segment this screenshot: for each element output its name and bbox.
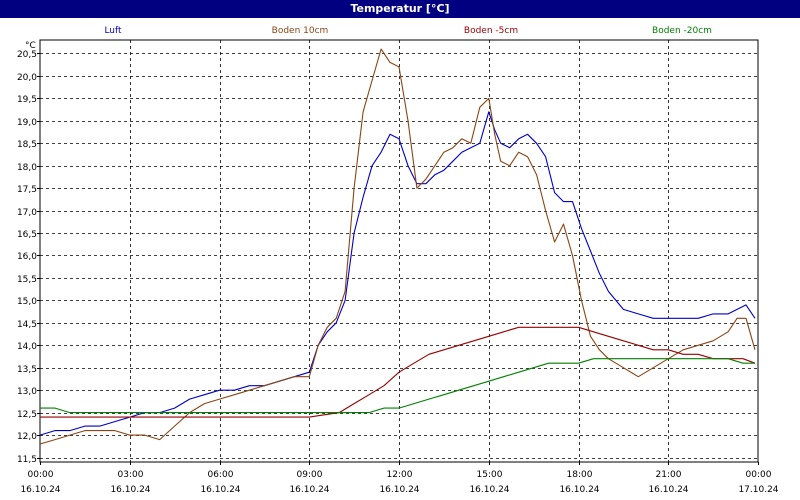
y-tick-label: 19,5 <box>17 95 37 105</box>
y-tick-label: 13,5 <box>17 365 37 375</box>
x-tick-time: 00:00 <box>746 470 772 480</box>
x-tick-time: 18:00 <box>567 470 593 480</box>
y-tick-label: 15,5 <box>17 275 37 285</box>
x-tick-date: 17.10.24 <box>738 485 778 495</box>
y-tick-label: 20,0 <box>17 73 37 83</box>
y-tick-label: 12,0 <box>17 432 37 442</box>
x-tick-time: 21:00 <box>656 470 682 480</box>
x-tick-time: 06:00 <box>208 470 234 480</box>
series-line-boden-20cm <box>40 358 755 414</box>
x-tick-date: 16.10.24 <box>559 485 599 495</box>
x-tick-date: 16.10.24 <box>379 485 419 495</box>
y-tick-label: 17,5 <box>17 185 37 195</box>
y-tick-label: 14,0 <box>17 342 37 352</box>
x-tick-time: 03:00 <box>118 470 144 480</box>
y-tick-label: 18,0 <box>17 163 37 173</box>
x-tick-time: 00:00 <box>28 470 54 480</box>
x-tick-date: 16.10.24 <box>20 485 60 495</box>
y-tick-label: 16,0 <box>17 252 37 262</box>
plot-area <box>39 39 759 463</box>
legend-boden-20cm: Boden -20cm <box>652 26 712 36</box>
series-line-boden-10cm <box>39 48 756 445</box>
y-tick-label: 14,5 <box>17 320 37 330</box>
y-tick-label: 16,5 <box>17 230 37 240</box>
series-line-luft <box>39 111 756 436</box>
legend-boden-5cm: Boden -5cm <box>464 26 518 36</box>
x-tick-time: 12:00 <box>387 470 413 480</box>
y-tick-label: 19,0 <box>17 118 37 128</box>
y-tick-label: 15,0 <box>17 297 37 307</box>
y-tick-label: 18,5 <box>17 140 37 150</box>
y-tick-label: 11,5 <box>17 455 37 465</box>
y-tick-label: 12,5 <box>17 410 37 420</box>
series-line-boden-5cm <box>40 326 756 418</box>
x-tick-time: 15:00 <box>477 470 503 480</box>
y-tick-label: 13,0 <box>17 387 37 397</box>
x-tick-date: 16.10.24 <box>289 485 329 495</box>
y-axis-unit: °C <box>25 41 36 51</box>
x-tick-date: 16.10.24 <box>648 485 688 495</box>
x-tick-date: 16.10.24 <box>200 485 240 495</box>
y-tick-label: 20,5 <box>17 50 37 60</box>
legend-boden-10cm: Boden 10cm <box>272 26 329 36</box>
x-tick-time: 09:00 <box>297 470 323 480</box>
chart-title: Temperatur [°C] <box>0 0 800 18</box>
y-tick-label: 17,0 <box>17 208 37 218</box>
x-tick-date: 16.10.24 <box>469 485 509 495</box>
legend-luft: Luft <box>104 26 122 36</box>
x-tick-date: 16.10.24 <box>110 485 150 495</box>
